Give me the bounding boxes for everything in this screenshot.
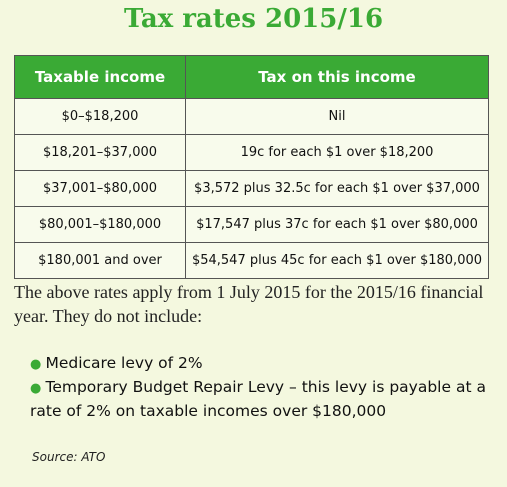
table-cell: 19c for each $1 over $18,200: [185, 134, 489, 171]
table-body: $0–$18,200 Nil $18,201–$37,000 19c for each…: [14, 98, 489, 279]
header-row: Taxable income Tax on this income: [14, 55, 489, 99]
table-cell: $37,001–$80,000: [14, 170, 186, 207]
table-cell: $18,201–$37,000: [14, 134, 186, 171]
source: Source: ATO: [32, 450, 106, 464]
table-cell: $17,547 plus 37c for each $1 over $80,00…: [185, 206, 489, 243]
table-cell: $180,001 and over: [14, 242, 186, 279]
table-cell: $80,001–$180,000: [14, 206, 186, 243]
table-row: $80,001–$180,000 $17,547 plus 37c for eac…: [14, 206, 489, 243]
bullet-list: Medicare levy of 2%Temporary Budget Repa…: [30, 352, 500, 423]
column-header: Tax on this income: [185, 55, 489, 99]
column-header: Taxable income: [14, 55, 186, 99]
table-cell: $3,572 plus 32.5c for each $1 over $37,0…: [185, 170, 489, 207]
bullet-item: Temporary Budget Repair Levy – this levy…: [30, 376, 500, 423]
table-cell: $0–$18,200: [14, 98, 186, 135]
table-row: $18,201–$37,000 19c for each $1 over $18,…: [14, 134, 489, 171]
paragraph: The above rates apply from 1 July 2015 f…: [14, 282, 484, 326]
title: Tax rates 2015/16: [123, 4, 384, 34]
tax-table: Taxable income Tax on this income $0–$18,…: [14, 55, 489, 279]
table-cell: Nil: [185, 98, 489, 135]
table-cell: $54,547 plus 45c for each $1 over $180,0…: [185, 242, 489, 279]
bullet-item: Medicare levy of 2%: [30, 352, 500, 376]
table-row: $0–$18,200 Nil: [14, 98, 489, 135]
table-row: $37,001–$80,000 $3,572 plus 32.5c for eac…: [14, 170, 489, 207]
table-row: $180,001 and over $54,547 plus 45c for ea…: [14, 242, 489, 279]
